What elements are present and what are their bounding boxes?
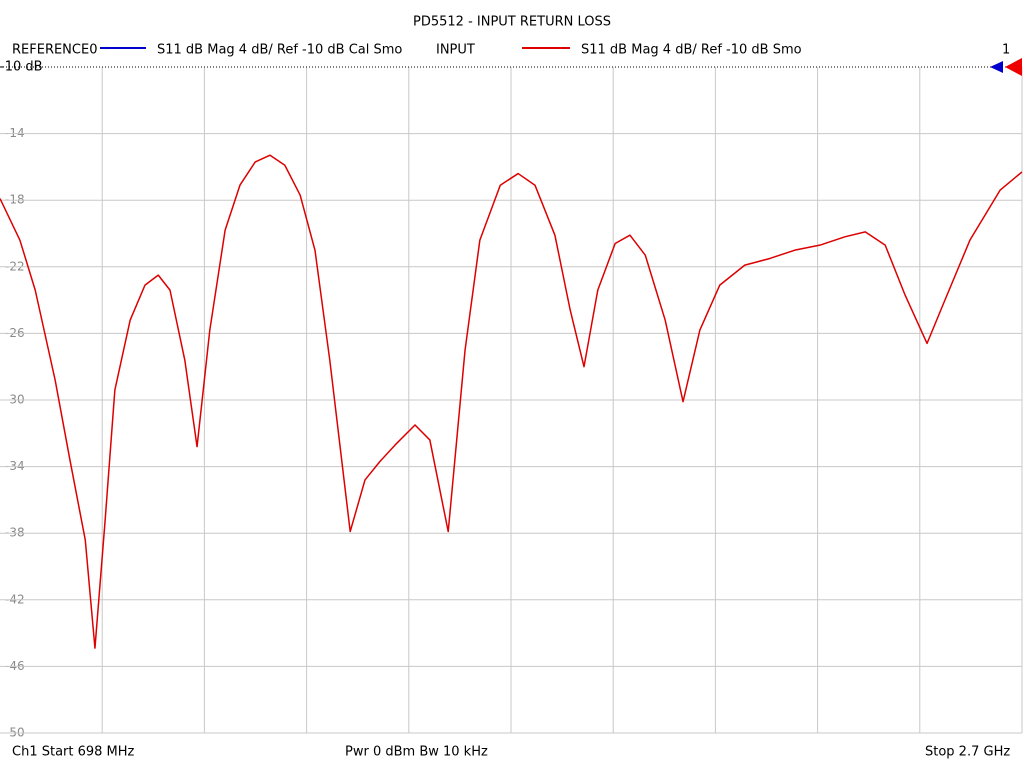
- footer-stop: Stop 2.7 GHz: [925, 745, 1010, 760]
- legend-input-desc: S11 dB Mag 4 dB/ Ref -10 dB Smo: [581, 43, 802, 58]
- chart-title: PD5512 - INPUT RETURN LOSS: [413, 15, 611, 30]
- ref-label: -10 dB: [0, 60, 43, 75]
- legend-input-name: INPUT: [436, 43, 475, 58]
- marker-label: 1: [1002, 43, 1010, 58]
- footer-power: Pwr 0 dBm Bw 10 kHz: [345, 745, 488, 760]
- legend-reference-name: REFERENCE0: [12, 43, 97, 58]
- input-arrow: [1005, 58, 1022, 76]
- footer-start: Ch1 Start 698 MHz: [12, 745, 135, 760]
- legend-reference-desc: S11 dB Mag 4 dB/ Ref -10 dB Cal Smo: [157, 43, 402, 58]
- reference-arrow: [990, 61, 1003, 73]
- trace-line: [0, 154, 1023, 649]
